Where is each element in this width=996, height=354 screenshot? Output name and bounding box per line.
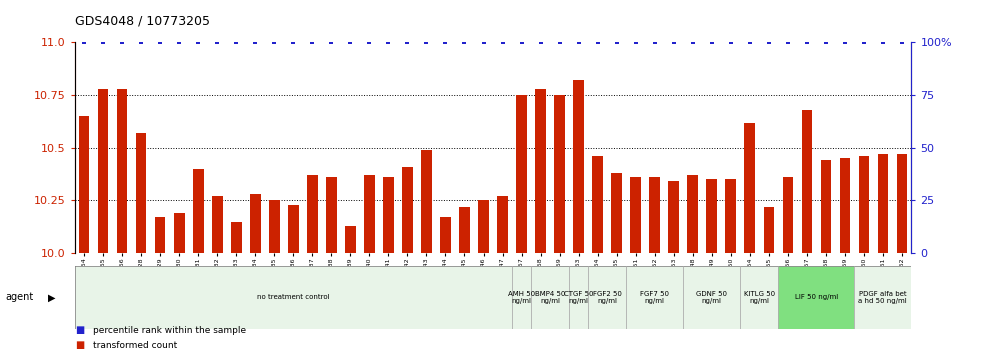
Bar: [764, 207, 774, 253]
FancyBboxPatch shape: [569, 266, 588, 329]
Bar: [877, 154, 888, 253]
FancyBboxPatch shape: [626, 266, 683, 329]
Bar: [117, 89, 127, 253]
Bar: [459, 207, 470, 253]
FancyBboxPatch shape: [588, 266, 626, 329]
Text: AMH 50
ng/ml: AMH 50 ng/ml: [508, 291, 535, 304]
Bar: [136, 133, 146, 253]
Bar: [687, 175, 698, 253]
Text: BMP4 50
ng/ml: BMP4 50 ng/ml: [535, 291, 566, 304]
Bar: [840, 158, 850, 253]
Text: ■: ■: [75, 325, 84, 335]
Text: FGF7 50
ng/ml: FGF7 50 ng/ml: [640, 291, 669, 304]
Text: KITLG 50
ng/ml: KITLG 50 ng/ml: [744, 291, 775, 304]
Bar: [630, 177, 640, 253]
Bar: [706, 179, 717, 253]
Bar: [326, 177, 337, 253]
Bar: [516, 95, 527, 253]
Text: ▶: ▶: [48, 292, 56, 302]
Bar: [668, 182, 679, 253]
Bar: [725, 179, 736, 253]
Bar: [535, 89, 546, 253]
FancyBboxPatch shape: [683, 266, 740, 329]
Bar: [783, 177, 793, 253]
Text: GDS4048 / 10773205: GDS4048 / 10773205: [75, 14, 210, 27]
Bar: [802, 110, 812, 253]
Bar: [421, 150, 431, 253]
Bar: [307, 175, 318, 253]
Text: GDNF 50
ng/ml: GDNF 50 ng/ml: [696, 291, 727, 304]
Bar: [288, 205, 299, 253]
Bar: [896, 154, 907, 253]
FancyBboxPatch shape: [855, 266, 911, 329]
Text: CTGF 50
ng/ml: CTGF 50 ng/ml: [564, 291, 594, 304]
Text: agent: agent: [5, 292, 33, 302]
Bar: [346, 226, 356, 253]
Bar: [402, 167, 412, 253]
Text: PDGF alfa bet
a hd 50 ng/ml: PDGF alfa bet a hd 50 ng/ml: [859, 291, 907, 304]
FancyBboxPatch shape: [75, 266, 512, 329]
Text: LIF 50 ng/ml: LIF 50 ng/ml: [795, 295, 838, 300]
FancyBboxPatch shape: [512, 266, 531, 329]
Bar: [174, 213, 184, 253]
Bar: [440, 217, 451, 253]
Bar: [612, 173, 622, 253]
Bar: [574, 80, 584, 253]
Bar: [383, 177, 393, 253]
Bar: [649, 177, 660, 253]
Text: ■: ■: [75, 341, 84, 350]
Bar: [98, 89, 109, 253]
Bar: [555, 95, 565, 253]
Text: transformed count: transformed count: [93, 342, 177, 350]
Text: FGF2 50
ng/ml: FGF2 50 ng/ml: [593, 291, 622, 304]
Bar: [497, 196, 508, 253]
Bar: [193, 169, 203, 253]
Bar: [859, 156, 870, 253]
Bar: [365, 175, 374, 253]
Bar: [250, 194, 261, 253]
Bar: [79, 116, 90, 253]
Bar: [593, 156, 603, 253]
Bar: [821, 160, 831, 253]
Text: percentile rank within the sample: percentile rank within the sample: [93, 326, 246, 335]
Bar: [269, 200, 280, 253]
FancyBboxPatch shape: [531, 266, 569, 329]
Text: no treatment control: no treatment control: [257, 295, 330, 300]
Bar: [744, 122, 755, 253]
Bar: [212, 196, 222, 253]
Bar: [155, 217, 165, 253]
FancyBboxPatch shape: [740, 266, 778, 329]
Bar: [231, 222, 242, 253]
FancyBboxPatch shape: [778, 266, 855, 329]
Bar: [478, 200, 489, 253]
